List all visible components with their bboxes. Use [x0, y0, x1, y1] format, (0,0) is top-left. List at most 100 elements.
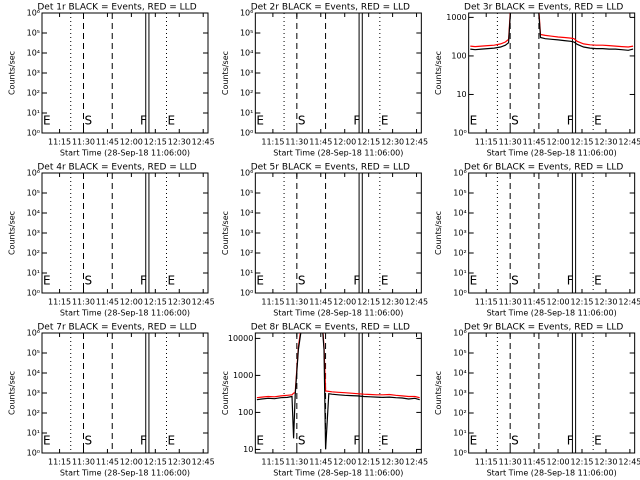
x-tick-label: 11:45 [96, 298, 119, 307]
x-axis-label: Start Time (28-Sep-18 11:06:00) [487, 309, 617, 318]
x-axis-label: Start Time (28-Sep-18 11:06:00) [273, 309, 403, 318]
y-tick-label: 10⁶ [27, 9, 40, 18]
x-tick-label: 11:45 [523, 298, 546, 307]
y-tick-label: 10¹ [453, 269, 466, 278]
y-tick-label: 10¹ [453, 429, 466, 438]
y-tick-label: 10⁵ [27, 189, 40, 198]
y-tick-label: 10⁴ [453, 209, 466, 218]
y-tick-label: 10⁰ [27, 129, 40, 138]
y-tick-label: 10⁶ [240, 169, 253, 178]
x-tick-label: 12:00 [547, 138, 570, 147]
panel: Det 8r BLACK = Events, RED = LLD Start Ti… [221, 323, 428, 478]
y-tick-label: 10⁰ [27, 289, 40, 298]
y-tick-label: 10² [240, 89, 253, 98]
event-label: E [168, 434, 176, 448]
event-label: S [85, 434, 93, 448]
y-tick-label: 10² [27, 409, 40, 418]
x-tick-label: 12:45 [618, 458, 640, 467]
y-tick-label: 1000 [233, 371, 253, 380]
x-tick-label: 11:30 [499, 138, 522, 147]
y-tick-label: 10⁴ [27, 209, 40, 218]
x-tick-label: 12:45 [405, 298, 428, 307]
x-tick-label: 12:30 [594, 138, 617, 147]
y-tick-label: 10 [456, 90, 466, 99]
event-label: F [567, 434, 574, 448]
y-tick-label: 10⁶ [240, 9, 253, 18]
event-label: E [470, 114, 478, 128]
x-tick-label: 11:30 [72, 138, 95, 147]
y-axis-label: Counts/sec [8, 211, 17, 255]
y-tick-label: 10² [27, 89, 40, 98]
x-tick-label: 12:30 [168, 458, 191, 467]
x-tick-label: 11:45 [96, 458, 119, 467]
x-tick-label: 12:15 [570, 458, 593, 467]
y-tick-label: 10² [453, 409, 466, 418]
y-tick-label: 10⁰ [453, 129, 466, 138]
event-label: E [594, 114, 602, 128]
event-label: E [168, 274, 176, 288]
x-tick-label: 11:15 [48, 298, 71, 307]
x-tick-label: 12:15 [144, 138, 167, 147]
y-tick-label: 100 [238, 408, 253, 417]
event-label: S [298, 434, 306, 448]
x-axis-label: Start Time (28-Sep-18 11:06:00) [60, 149, 190, 158]
event-label: S [85, 274, 93, 288]
x-tick-label: 12:45 [192, 138, 215, 147]
x-tick-label: 11:30 [499, 298, 522, 307]
x-tick-label: 12:00 [547, 458, 570, 467]
y-tick-label: 10³ [240, 229, 253, 238]
y-axis-label: Counts/sec [434, 211, 443, 255]
y-tick-label: 10⁶ [453, 329, 466, 338]
y-tick-label: 10¹ [240, 109, 253, 118]
event-label: E [594, 434, 602, 448]
x-tick-label: 12:00 [120, 298, 143, 307]
panel: Det 9r BLACK = Events, RED = LLD Start Ti… [434, 323, 640, 478]
x-tick-label: 12:15 [357, 458, 380, 467]
y-tick-label: 10¹ [240, 269, 253, 278]
series-line [470, 13, 634, 48]
event-label: F [353, 114, 360, 128]
x-tick-label: 12:30 [168, 138, 191, 147]
y-tick-label: 10⁵ [240, 29, 253, 38]
x-tick-label: 12:15 [357, 138, 380, 147]
y-tick-label: 10⁵ [453, 349, 466, 358]
x-tick-label: 11:15 [475, 458, 498, 467]
event-label: F [140, 274, 147, 288]
event-label: E [43, 114, 51, 128]
x-axis-label: Start Time (28-Sep-18 11:06:00) [273, 149, 403, 158]
x-tick-label: 12:15 [144, 458, 167, 467]
x-tick-label: 11:15 [475, 138, 498, 147]
y-axis-label: Counts/sec [434, 371, 443, 415]
panel: Det 4r BLACK = Events, RED = LLD Start Ti… [8, 163, 215, 318]
y-tick-label: 10⁴ [27, 49, 40, 58]
event-label: E [256, 434, 264, 448]
event-label: E [381, 274, 389, 288]
event-label: S [511, 274, 519, 288]
x-tick-label: 12:30 [594, 458, 617, 467]
event-label: F [140, 114, 147, 128]
x-tick-label: 11:45 [309, 138, 332, 147]
y-axis-label: Counts/sec [434, 51, 443, 95]
y-tick-label: 10⁶ [27, 329, 40, 338]
panel: Det 2r BLACK = Events, RED = LLD Start Ti… [221, 3, 428, 158]
x-tick-label: 12:45 [405, 458, 428, 467]
x-tick-label: 12:00 [120, 138, 143, 147]
chart-title: Det 1r BLACK = Events, RED = LLD [37, 3, 196, 13]
event-label: E [168, 114, 176, 128]
chart-title: Det 2r BLACK = Events, RED = LLD [251, 3, 410, 13]
y-tick-label: 10³ [27, 389, 40, 398]
y-tick-label: 10² [453, 249, 466, 258]
panel: Det 1r BLACK = Events, RED = LLD Start Ti… [8, 3, 215, 158]
y-tick-label: 10³ [27, 69, 40, 78]
x-tick-label: 12:45 [618, 138, 640, 147]
y-tick-label: 10⁴ [27, 369, 40, 378]
x-axis-label: Start Time (28-Sep-18 11:06:00) [487, 469, 617, 478]
y-tick-label: 10³ [453, 229, 466, 238]
panel: Det 6r BLACK = Events, RED = LLD Start Ti… [434, 163, 640, 318]
y-tick-label: 10⁶ [27, 169, 40, 178]
y-axis-label: Counts/sec [221, 371, 230, 415]
y-axis-label: Counts/sec [221, 211, 230, 255]
x-tick-label: 11:45 [309, 458, 332, 467]
event-label: E [256, 114, 264, 128]
event-label: E [470, 434, 478, 448]
